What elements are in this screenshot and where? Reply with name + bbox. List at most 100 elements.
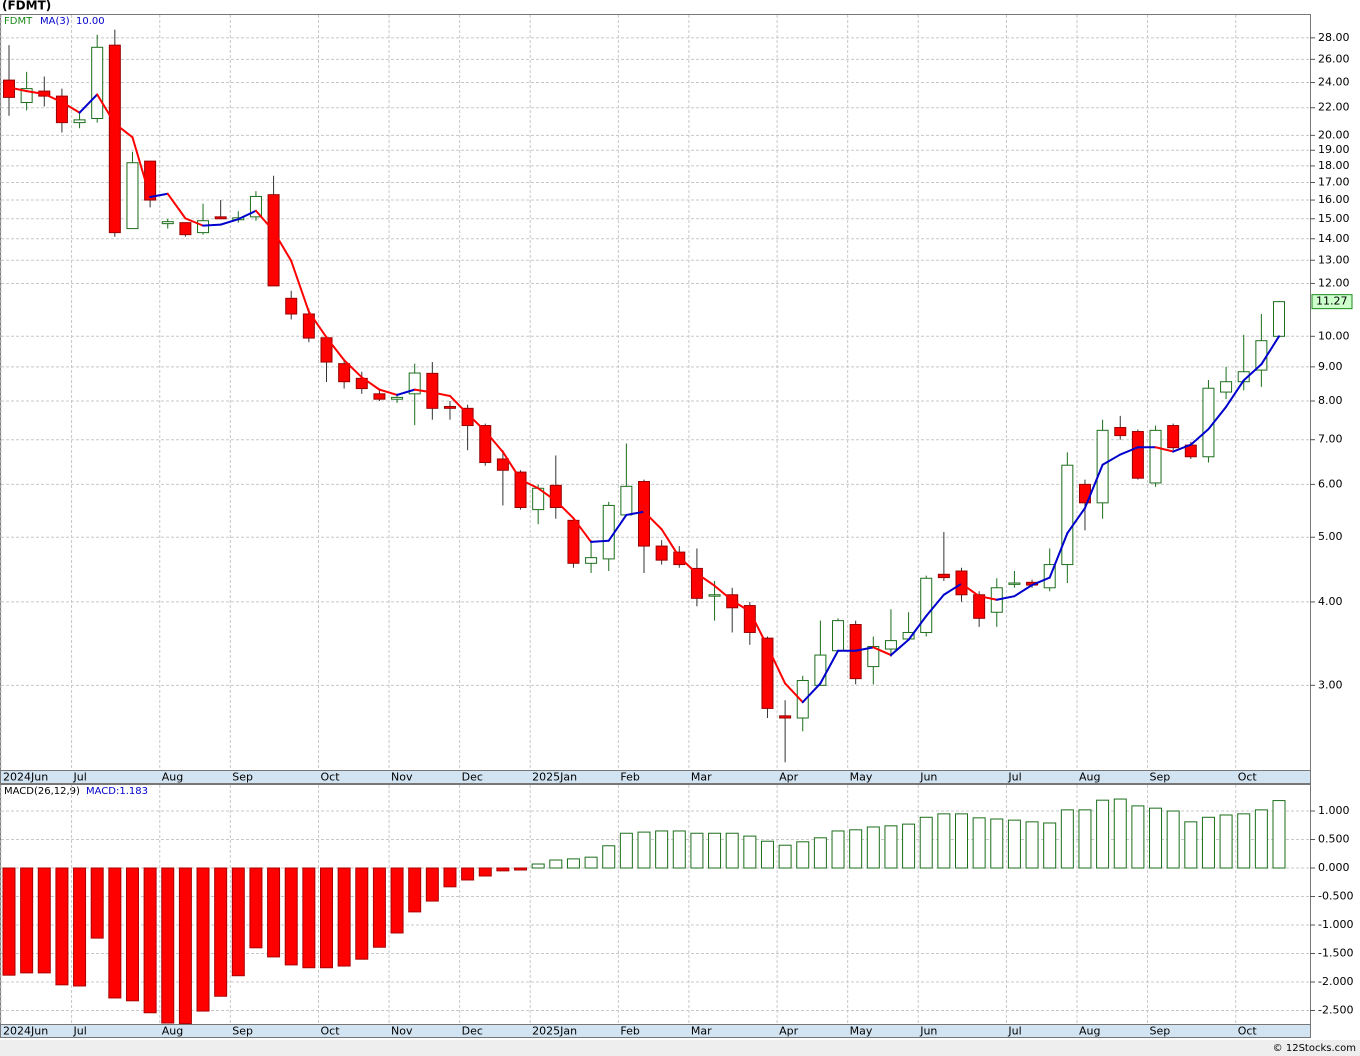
y-tick-label: 16.00 xyxy=(1318,193,1350,206)
candle-body xyxy=(814,654,827,686)
x-tick-label: Mar xyxy=(691,771,712,784)
ma-line xyxy=(925,593,945,618)
y-tick-label: 7.00 xyxy=(1318,433,1343,446)
macd-bar xyxy=(1096,799,1110,869)
macd-bar xyxy=(514,867,528,871)
macd-bar xyxy=(231,867,245,977)
y-tick-label: 26.00 xyxy=(1318,52,1350,65)
ma-line xyxy=(8,86,28,93)
candle-body xyxy=(496,458,509,471)
ma-line xyxy=(466,412,487,433)
x-tick-label: Oct xyxy=(1238,1025,1258,1038)
y-tick-label: 13.00 xyxy=(1318,253,1350,266)
ma-line xyxy=(1207,405,1228,431)
ma-line xyxy=(819,649,840,685)
last-price-label: 11.27 xyxy=(1316,295,1348,308)
macd-bar xyxy=(408,867,422,913)
ma-line xyxy=(1172,443,1192,453)
macd-bar xyxy=(108,867,122,999)
legend-macd-value: MACD:1.183 xyxy=(86,786,148,797)
macd-bar xyxy=(443,867,457,888)
candle-body xyxy=(443,405,456,409)
ma-line xyxy=(290,259,310,313)
x-tick-label: Oct xyxy=(321,1025,341,1038)
x-tick-label: Nov xyxy=(391,1025,413,1038)
macd-bar xyxy=(73,867,87,987)
candle-body xyxy=(161,221,174,225)
candle-body xyxy=(479,425,492,464)
ma-line xyxy=(784,682,804,704)
macd-bar xyxy=(743,835,757,869)
y-tick-label: 12.00 xyxy=(1318,276,1350,289)
ma-line xyxy=(748,610,769,648)
ma-line xyxy=(572,517,593,543)
y-tick-label: -2.500 xyxy=(1318,1003,1353,1016)
ma-line xyxy=(431,391,451,397)
macd-bar xyxy=(1149,807,1163,869)
ma-line xyxy=(1101,453,1122,466)
x-tick-label: Jul xyxy=(73,1025,87,1038)
ma-line xyxy=(1225,379,1245,408)
x-tick-label: Feb xyxy=(620,771,639,784)
y-tick-label: 17.00 xyxy=(1318,175,1350,188)
x-tick-label: Aug xyxy=(1079,771,1100,784)
x-tick-label: Aug xyxy=(1079,1025,1100,1038)
candle-body xyxy=(108,44,121,234)
candle-body xyxy=(1273,301,1285,337)
macd-bar xyxy=(125,867,139,1002)
ma-line xyxy=(325,336,346,362)
macd-bar xyxy=(690,832,704,869)
macd-bar xyxy=(425,867,439,902)
macd-bar xyxy=(902,823,916,869)
footer: © 12Stocks.com xyxy=(1273,1043,1356,1054)
macd-bar xyxy=(55,867,69,986)
macd-bar xyxy=(849,829,863,869)
x-tick-label: Jul xyxy=(1007,771,1021,784)
x-tick-label: Aug xyxy=(162,1025,183,1038)
macd-bar xyxy=(796,841,810,869)
macd-bar xyxy=(355,867,369,960)
ma-line xyxy=(25,90,46,95)
candle-body xyxy=(267,194,280,287)
ma-line xyxy=(307,310,328,339)
macd-bar xyxy=(1184,821,1198,869)
ma-line xyxy=(202,223,222,227)
ma-line xyxy=(360,376,381,391)
macd-bar xyxy=(919,816,933,869)
ma-line xyxy=(713,584,734,602)
x-tick-label: May xyxy=(850,771,873,784)
legend-symbol: FDMT xyxy=(4,16,33,27)
macd-bar xyxy=(267,867,281,958)
macd-bar xyxy=(196,867,210,1012)
ma-line xyxy=(960,582,981,598)
candle-body xyxy=(391,396,404,400)
y-tick-label: 15.00 xyxy=(1318,212,1350,225)
y-tick-label: 20.00 xyxy=(1318,128,1350,141)
y-tick-label: 19.00 xyxy=(1318,143,1350,156)
ma-line xyxy=(343,359,363,379)
macd-bar xyxy=(302,867,316,969)
ma-line xyxy=(1189,428,1210,446)
y-tick-label: 10.00 xyxy=(1318,329,1350,342)
ma-line xyxy=(801,682,822,704)
macd-bar xyxy=(655,830,669,869)
candle-body xyxy=(796,680,809,719)
ma-line xyxy=(942,582,963,596)
y-tick-label: 5.00 xyxy=(1318,530,1343,543)
candle-body xyxy=(779,715,792,719)
y-tick-label: 24.00 xyxy=(1318,76,1350,89)
candle-body xyxy=(1202,387,1215,458)
ma-line xyxy=(907,615,928,641)
candle-body xyxy=(302,313,315,339)
candle-body xyxy=(1220,381,1233,393)
macd-bar xyxy=(37,867,51,974)
x-tick-label: 2024Jun xyxy=(3,771,48,784)
macd-bar xyxy=(566,858,580,869)
candle-body xyxy=(1114,427,1127,437)
macd-bar xyxy=(161,867,175,1024)
macd-bar xyxy=(1060,809,1074,869)
y-tick-label: -2.000 xyxy=(1318,975,1353,988)
ma-line xyxy=(1066,507,1086,535)
legend-ma: MA(3) xyxy=(40,16,70,27)
